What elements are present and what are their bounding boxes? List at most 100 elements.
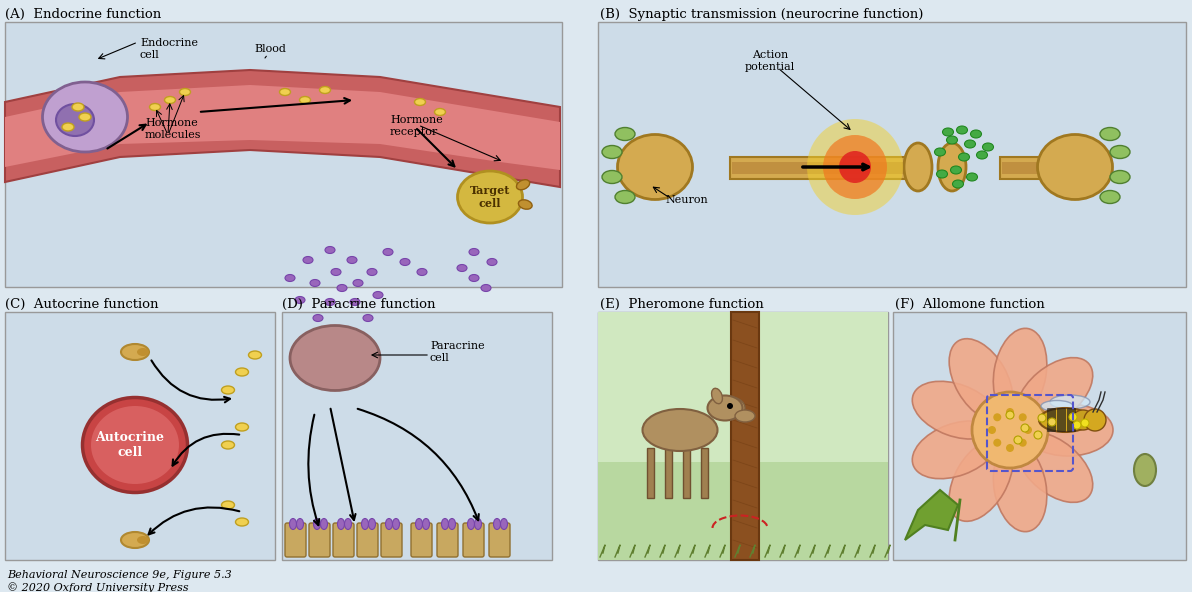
Ellipse shape [712, 388, 722, 404]
Bar [730, 157, 915, 179]
Ellipse shape [976, 151, 987, 159]
Bar [732, 162, 915, 174]
Ellipse shape [493, 519, 501, 529]
FancyBboxPatch shape [1067, 408, 1076, 432]
Ellipse shape [615, 127, 635, 140]
Ellipse shape [1039, 408, 1091, 432]
Ellipse shape [313, 314, 323, 321]
Polygon shape [5, 70, 560, 187]
Circle shape [1038, 414, 1047, 422]
Ellipse shape [468, 275, 479, 282]
Text: (E)  Pheromone function: (E) Pheromone function [600, 298, 764, 311]
FancyBboxPatch shape [1057, 408, 1066, 432]
Ellipse shape [949, 439, 1013, 522]
Circle shape [807, 119, 904, 215]
Ellipse shape [325, 298, 335, 305]
Ellipse shape [222, 441, 235, 449]
Ellipse shape [350, 298, 360, 305]
Ellipse shape [422, 519, 429, 529]
Bar [1000, 157, 1075, 179]
Ellipse shape [294, 297, 305, 304]
Bar [598, 312, 888, 560]
Ellipse shape [222, 386, 235, 394]
Ellipse shape [488, 259, 497, 265]
Ellipse shape [708, 395, 743, 420]
Ellipse shape [1023, 404, 1113, 456]
Ellipse shape [441, 519, 448, 529]
Ellipse shape [501, 519, 508, 529]
Ellipse shape [361, 519, 368, 529]
Ellipse shape [164, 96, 175, 104]
Circle shape [971, 392, 1048, 468]
Circle shape [1048, 418, 1056, 426]
Ellipse shape [299, 96, 310, 104]
Bar [731, 312, 759, 560]
Ellipse shape [904, 143, 932, 191]
Ellipse shape [313, 519, 321, 529]
Circle shape [1073, 421, 1081, 429]
Ellipse shape [297, 519, 304, 529]
Circle shape [1006, 444, 1014, 452]
Text: Target
cell: Target cell [470, 185, 510, 209]
Text: Behavioral Neuroscience 9e, Figure 5.3
© 2020 Oxford University Press: Behavioral Neuroscience 9e, Figure 5.3 ©… [7, 570, 231, 592]
Ellipse shape [236, 423, 248, 431]
Ellipse shape [435, 108, 446, 115]
Circle shape [1019, 439, 1026, 447]
Circle shape [1033, 431, 1042, 439]
Ellipse shape [970, 130, 981, 138]
Ellipse shape [137, 536, 149, 544]
FancyBboxPatch shape [489, 523, 510, 557]
Circle shape [988, 426, 997, 434]
Ellipse shape [347, 256, 356, 263]
Ellipse shape [457, 265, 467, 272]
Ellipse shape [310, 279, 319, 287]
Ellipse shape [458, 171, 522, 223]
Ellipse shape [642, 409, 718, 451]
Text: Autocrine
cell: Autocrine cell [95, 431, 164, 459]
Text: Endocrine
cell: Endocrine cell [139, 38, 198, 60]
Ellipse shape [474, 519, 482, 529]
Bar [5, 312, 275, 560]
FancyBboxPatch shape [437, 523, 458, 557]
Circle shape [993, 439, 1001, 447]
Ellipse shape [290, 326, 380, 391]
Circle shape [1006, 411, 1014, 419]
Text: (B)  Synaptic transmission (neurocrine function): (B) Synaptic transmission (neurocrine fu… [600, 8, 924, 21]
Ellipse shape [325, 246, 335, 253]
Ellipse shape [337, 519, 344, 529]
Ellipse shape [1100, 191, 1120, 204]
Ellipse shape [482, 285, 491, 291]
Ellipse shape [364, 314, 373, 321]
Text: Hormone
molecules: Hormone molecules [145, 118, 201, 140]
Ellipse shape [467, 519, 474, 529]
Ellipse shape [82, 397, 187, 493]
Circle shape [1022, 424, 1029, 432]
Bar [665, 448, 672, 498]
Ellipse shape [236, 518, 248, 526]
Bar [283, 312, 552, 560]
Polygon shape [5, 85, 560, 170]
FancyBboxPatch shape [462, 523, 484, 557]
Ellipse shape [617, 134, 693, 200]
Ellipse shape [1100, 127, 1120, 140]
Circle shape [839, 151, 871, 183]
Bar [683, 448, 690, 498]
Ellipse shape [993, 329, 1047, 417]
Bar [893, 312, 1186, 560]
Ellipse shape [1134, 454, 1156, 486]
FancyBboxPatch shape [285, 523, 306, 557]
Ellipse shape [149, 104, 161, 111]
Text: Neuron: Neuron [665, 195, 708, 205]
Ellipse shape [337, 285, 347, 291]
FancyBboxPatch shape [309, 523, 330, 557]
Ellipse shape [602, 170, 622, 184]
Ellipse shape [516, 180, 529, 190]
Ellipse shape [938, 143, 966, 191]
Bar [598, 312, 888, 462]
Text: Paracrine
cell: Paracrine cell [430, 341, 485, 363]
Ellipse shape [62, 123, 74, 131]
Ellipse shape [236, 368, 248, 376]
FancyBboxPatch shape [333, 523, 354, 557]
Ellipse shape [122, 344, 149, 360]
Circle shape [727, 403, 733, 409]
